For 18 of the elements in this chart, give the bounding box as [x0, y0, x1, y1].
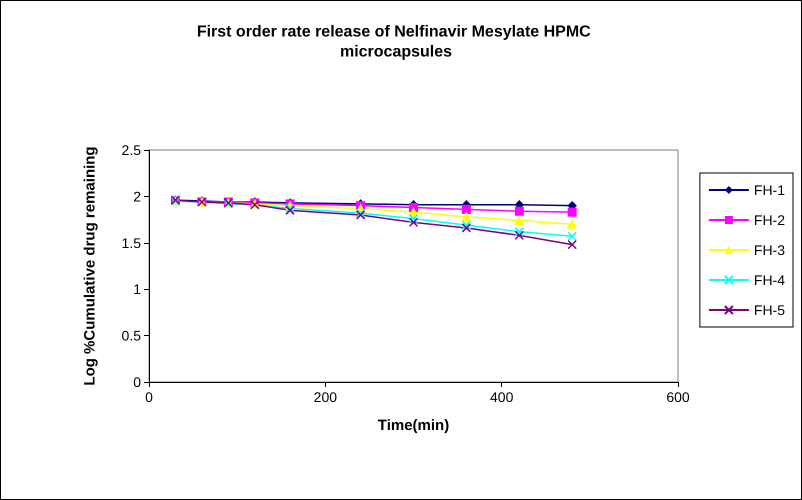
legend-label: FH-5 [754, 302, 786, 318]
x-tick-label: 0 [145, 389, 154, 405]
chart-title: First order rate release of Nelfinavir Mesylate HPMC microcapsules [196, 24, 596, 60]
legend-label: FH-3 [754, 242, 786, 258]
y-tick-label: 1.5 [122, 234, 142, 251]
x-tick-label: 600 [666, 389, 690, 405]
y-tick-label: 0 [133, 374, 142, 390]
x-tick-label: 400 [490, 389, 514, 405]
y-tick-label: 0.5 [122, 328, 142, 344]
y-tick-label: 2.5 [122, 142, 142, 158]
x-axis-title: Time(min) [378, 417, 450, 434]
legend-label: FH-2 [754, 212, 786, 228]
y-tick-label: 1 [133, 281, 142, 298]
y-axis-title: Log %Cumulative drug remaining [82, 146, 98, 386]
x-tick-label: 200 [314, 389, 338, 405]
y-tick-label: 2 [133, 188, 142, 204]
legend-label: FH-4 [754, 272, 786, 288]
legend-label: FH-1 [754, 182, 786, 198]
